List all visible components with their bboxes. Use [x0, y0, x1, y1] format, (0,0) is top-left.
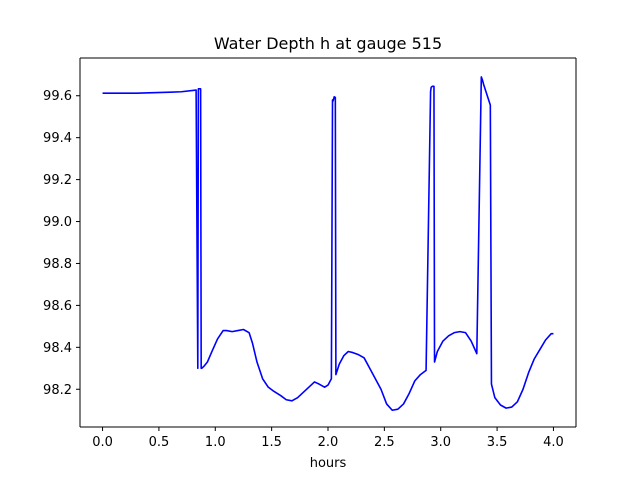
- chart-title: Water Depth h at gauge 515: [214, 34, 442, 53]
- y-tick-label: 99.4: [43, 131, 72, 146]
- series-line-0: [102, 76, 554, 412]
- x-tick-label: 2.0: [318, 435, 339, 450]
- x-axis-ticks: 0.0 0.5 1.0 1.5 2.0 2.5 3.0 3.5 4.0: [92, 427, 564, 450]
- y-tick-label: 98.8: [43, 257, 72, 272]
- axes-frame: [79, 57, 577, 428]
- series-layer: [102, 76, 554, 412]
- x-tick-label: 3.5: [487, 435, 508, 450]
- x-tick-label: 3.0: [430, 435, 451, 450]
- x-tick-label: 0.0: [92, 435, 113, 450]
- y-tick-label: 99.6: [43, 89, 72, 104]
- plot-area: [80, 58, 576, 427]
- y-tick-label: 99.2: [43, 173, 72, 188]
- x-tick-label: 1.0: [205, 435, 226, 450]
- x-axis-label: hours: [310, 456, 347, 471]
- y-tick-label: 98.2: [43, 383, 72, 398]
- y-axis-ticks: 98.2 98.4 98.6 98.8 99.0 99.2 99.4 99.6: [43, 89, 80, 398]
- y-tick-label: 98.4: [43, 341, 72, 356]
- x-tick-label: 4.0: [543, 435, 564, 450]
- x-tick-label: 2.5: [374, 435, 395, 450]
- y-tick-label: 99.0: [43, 215, 72, 230]
- x-tick-label: 1.5: [261, 435, 282, 450]
- y-tick-label: 98.6: [43, 299, 72, 314]
- x-tick-label: 0.5: [149, 435, 170, 450]
